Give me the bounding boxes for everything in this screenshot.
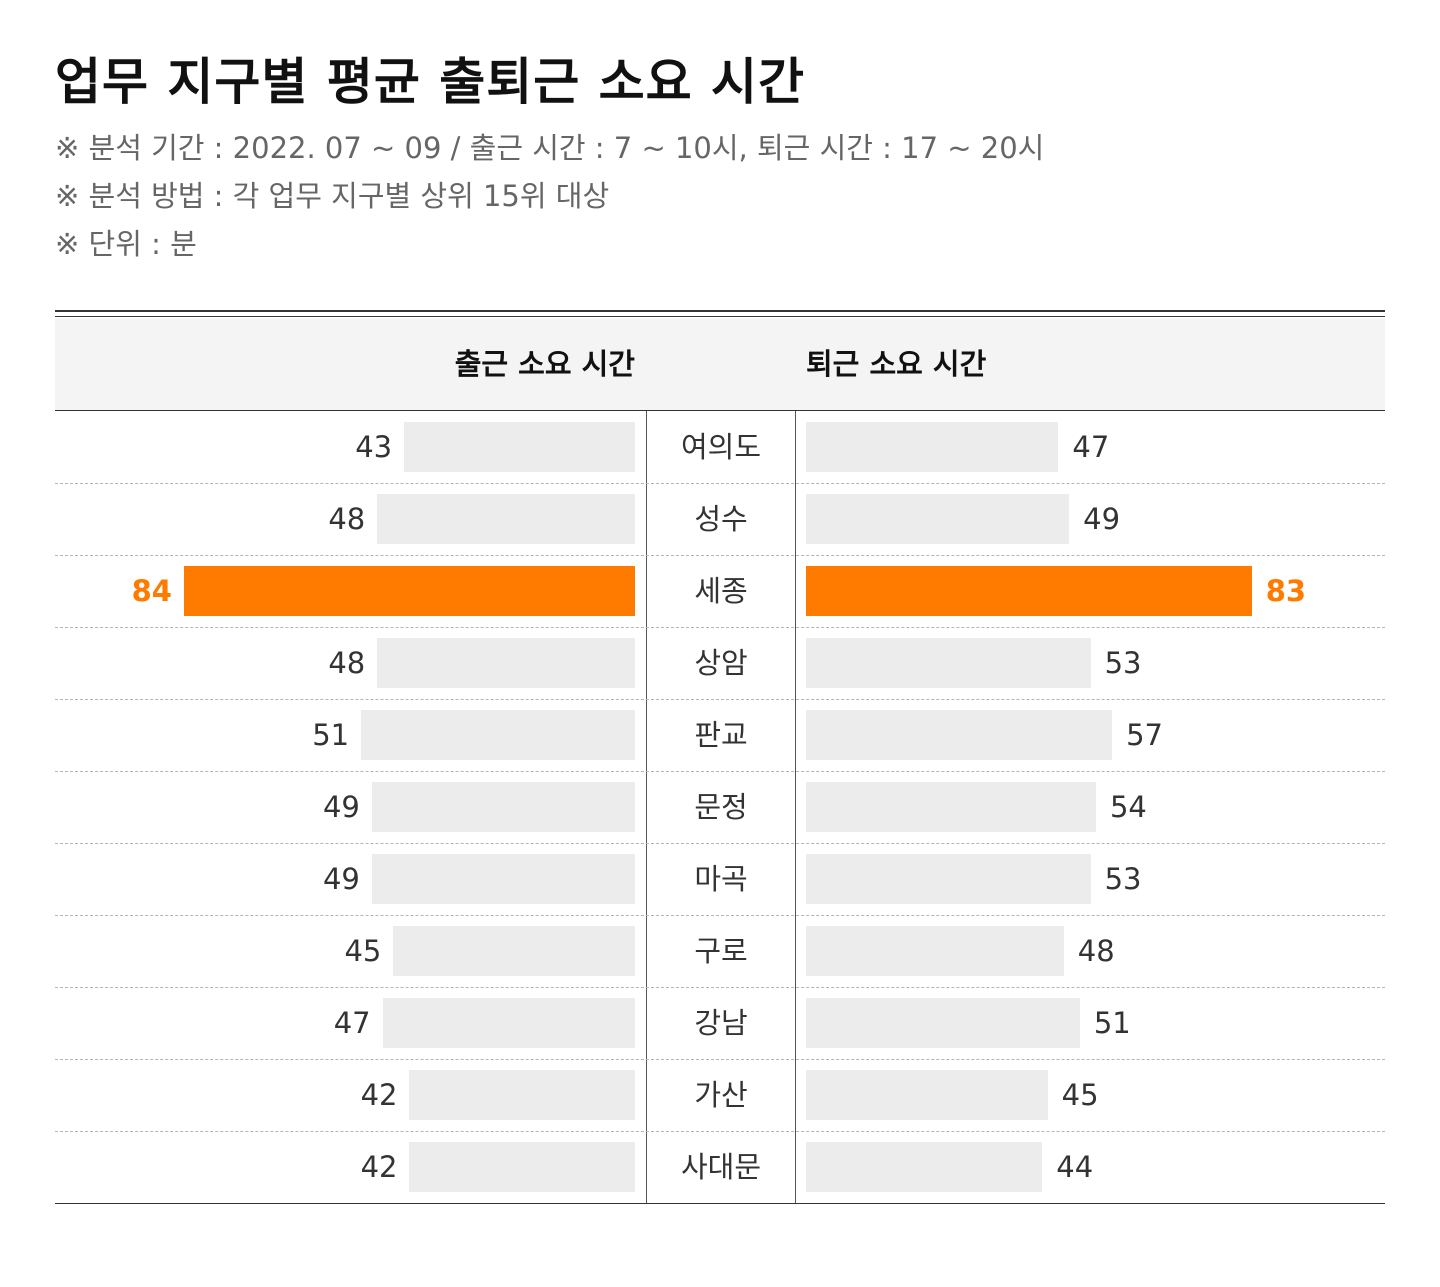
- note-method: ※ 분석 방법 : 각 업무 지구별 상위 15위 대상: [55, 179, 610, 213]
- table-row: 48 성수 49: [55, 483, 1385, 556]
- table-row: 48 상암 53: [55, 627, 1385, 700]
- bar-commute-in: [377, 494, 635, 544]
- chart-body: 43 여의도 47 48 성수 49 84 세종 83 48 상암 53 51 판교 57 49 문정 54 49 마…: [55, 411, 1385, 1204]
- value-label-commute-in: 42: [360, 1078, 398, 1112]
- value-label-commute-in: 42: [360, 1150, 398, 1184]
- legend-commute-out: 퇴근 소요 시간: [806, 347, 987, 381]
- note-unit: ※ 단위 : 분: [55, 227, 197, 261]
- butterfly-bar-chart: 출근 소요 시간 퇴근 소요 시간 43 여의도 47 48 성수 49 84 세종 83 48 상…: [55, 310, 1385, 1205]
- value-label-commute-out: 53: [1104, 646, 1142, 680]
- category-label: 세종: [694, 574, 748, 608]
- chart-title: 업무 지구별 평균 출퇴근 소요 시간: [55, 53, 806, 111]
- category-label: 성수: [694, 502, 748, 536]
- value-label-commute-out: 57: [1126, 718, 1163, 752]
- value-label-commute-out: 83: [1265, 574, 1307, 608]
- table-row: 45 구로 48: [55, 915, 1385, 988]
- table-row: 42 가산 45: [55, 1059, 1385, 1132]
- value-label-commute-out: 48: [1077, 934, 1115, 968]
- top-rule: [55, 310, 1385, 312]
- value-label-commute-out: 47: [1072, 430, 1110, 464]
- category-label: 가산: [694, 1078, 748, 1112]
- table-row: 43 여의도 47: [55, 411, 1385, 484]
- value-label-commute-in: 48: [328, 646, 366, 680]
- bar-commute-in: [404, 422, 635, 472]
- value-label-commute-in: 45: [344, 934, 382, 968]
- table-row: 47 강남 51: [55, 987, 1385, 1060]
- bar-commute-in: [393, 926, 635, 976]
- bar-commute-out: [806, 710, 1113, 760]
- value-label-commute-in: 43: [355, 430, 393, 464]
- chart-header: 출근 소요 시간 퇴근 소요 시간: [55, 318, 1385, 411]
- table-row: 49 문정 54: [55, 771, 1385, 844]
- value-label-commute-in: 49: [322, 862, 360, 896]
- bar-commute-out: [806, 782, 1096, 832]
- bar-commute-out: [806, 998, 1080, 1048]
- bar-commute-in: [371, 854, 635, 904]
- value-label-commute-in: 49: [322, 790, 360, 824]
- bar-commute-out: [806, 422, 1059, 472]
- category-label: 상암: [694, 646, 748, 680]
- bar-commute-out: [806, 1070, 1048, 1120]
- bar-commute-out: [806, 1142, 1043, 1192]
- value-label-commute-in: 51: [312, 718, 350, 752]
- value-label-commute-in: 84: [131, 574, 172, 608]
- legend-commute-in: 출근 소요 시간: [454, 347, 635, 381]
- category-label: 판교: [694, 718, 748, 752]
- category-label: 여의도: [680, 430, 762, 464]
- category-label: 강남: [694, 1006, 748, 1040]
- note-period: ※ 분석 기간 : 2022. 07 ~ 09 / 출근 시간 : 7 ~ 10…: [55, 131, 1045, 165]
- value-label-commute-out: 44: [1056, 1150, 1094, 1184]
- category-label: 마곡: [694, 862, 748, 896]
- value-label-commute-out: 45: [1061, 1078, 1099, 1112]
- value-label-commute-out: 51: [1093, 1006, 1131, 1040]
- table-row: 84 세종 83: [55, 555, 1385, 628]
- bar-commute-in: [377, 638, 635, 688]
- bar-commute-in: [371, 782, 635, 832]
- bar-commute-in: [409, 1070, 635, 1120]
- value-label-commute-out: 54: [1109, 790, 1147, 824]
- value-label-commute-out: 49: [1083, 502, 1121, 536]
- bar-commute-in: [361, 710, 635, 760]
- value-label-commute-out: 53: [1104, 862, 1142, 896]
- category-label: 사대문: [680, 1150, 762, 1184]
- table-row: 42 사대문 44: [55, 1131, 1385, 1203]
- bar-commute-out: [806, 638, 1091, 688]
- bar-commute-out: [806, 566, 1252, 616]
- table-row: 49 마곡 53: [55, 843, 1385, 916]
- bar-commute-in: [183, 566, 635, 616]
- table-row: 51 판교 57: [55, 699, 1385, 772]
- divider-right: [795, 411, 796, 1203]
- top-rule-thin: [55, 316, 1385, 317]
- category-label: 문정: [694, 790, 748, 824]
- value-label-commute-in: 48: [328, 502, 366, 536]
- category-label: 구로: [694, 934, 748, 968]
- bar-commute-out: [806, 854, 1091, 904]
- bar-commute-in: [409, 1142, 635, 1192]
- bar-commute-out: [806, 494, 1070, 544]
- value-label-commute-in: 47: [333, 1006, 371, 1040]
- bar-commute-in: [382, 998, 635, 1048]
- divider-left: [646, 411, 647, 1203]
- notes: ※ 분석 기간 : 2022. 07 ~ 09 / 출근 시간 : 7 ~ 10…: [55, 124, 1044, 268]
- bar-commute-out: [806, 926, 1064, 976]
